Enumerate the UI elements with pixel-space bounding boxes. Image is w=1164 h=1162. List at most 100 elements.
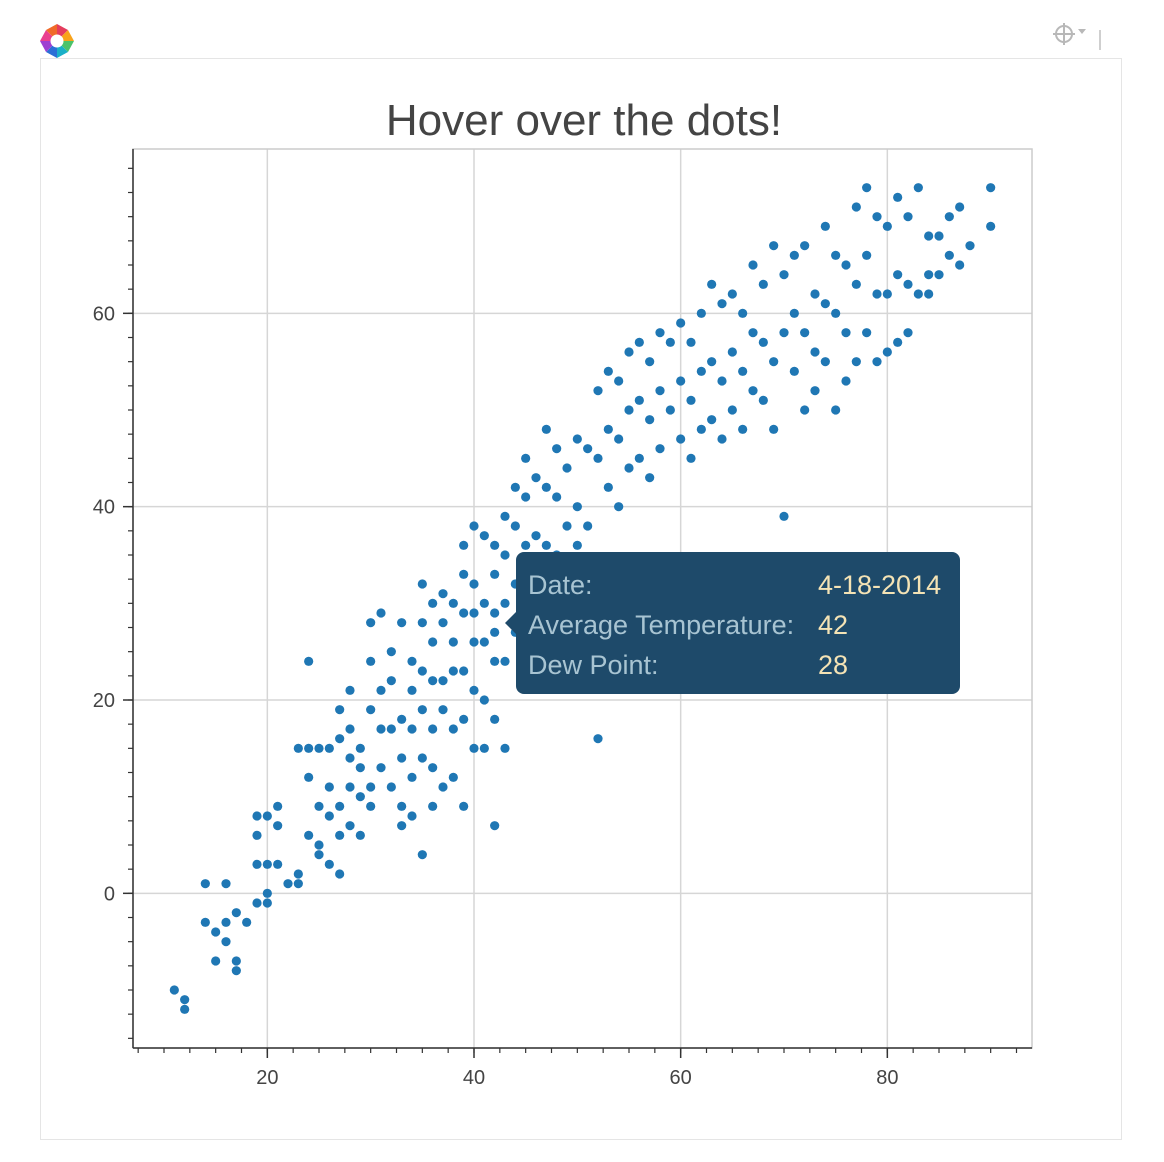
data-point[interactable]: [397, 821, 407, 831]
data-point[interactable]: [531, 531, 541, 541]
data-point[interactable]: [924, 289, 934, 299]
data-point[interactable]: [366, 618, 376, 628]
data-point[interactable]: [324, 859, 334, 869]
data-point[interactable]: [841, 328, 851, 338]
data-point[interactable]: [407, 724, 417, 734]
data-point[interactable]: [924, 231, 934, 241]
data-point[interactable]: [810, 289, 820, 299]
hovered-data-point[interactable]: [469, 608, 479, 618]
data-point[interactable]: [479, 637, 489, 647]
data-point[interactable]: [820, 221, 830, 231]
data-point[interactable]: [459, 569, 469, 579]
data-point[interactable]: [769, 357, 779, 367]
data-point[interactable]: [676, 318, 686, 328]
data-point[interactable]: [335, 705, 345, 715]
data-point[interactable]: [645, 357, 655, 367]
data-point[interactable]: [438, 589, 448, 599]
data-point[interactable]: [407, 811, 417, 821]
data-point[interactable]: [386, 782, 396, 792]
data-point[interactable]: [273, 801, 283, 811]
data-point[interactable]: [500, 743, 510, 753]
data-point[interactable]: [490, 714, 500, 724]
data-point[interactable]: [986, 221, 996, 231]
data-point[interactable]: [283, 879, 293, 889]
data-point[interactable]: [893, 270, 903, 280]
data-point[interactable]: [252, 898, 262, 908]
data-point[interactable]: [386, 647, 396, 657]
data-point[interactable]: [717, 299, 727, 309]
data-point[interactable]: [686, 337, 696, 347]
data-point[interactable]: [676, 376, 686, 386]
data-point[interactable]: [924, 270, 934, 280]
data-point[interactable]: [428, 637, 438, 647]
data-point[interactable]: [717, 434, 727, 444]
data-point[interactable]: [614, 376, 624, 386]
data-point[interactable]: [200, 879, 210, 889]
data-point[interactable]: [211, 956, 221, 966]
data-point[interactable]: [407, 656, 417, 666]
data-point[interactable]: [986, 183, 996, 193]
data-point[interactable]: [655, 328, 665, 338]
data-point[interactable]: [242, 917, 252, 927]
hover-tool-button[interactable]: [1050, 22, 1106, 50]
data-point[interactable]: [893, 337, 903, 347]
data-point[interactable]: [345, 753, 355, 763]
data-point[interactable]: [614, 434, 624, 444]
data-point[interactable]: [469, 685, 479, 695]
data-point[interactable]: [252, 859, 262, 869]
data-point[interactable]: [417, 753, 427, 763]
data-point[interactable]: [490, 569, 500, 579]
data-point[interactable]: [717, 376, 727, 386]
data-point[interactable]: [603, 482, 613, 492]
data-point[interactable]: [438, 705, 448, 715]
data-point[interactable]: [789, 308, 799, 318]
data-point[interactable]: [624, 463, 634, 473]
data-point[interactable]: [221, 879, 231, 889]
data-point[interactable]: [366, 782, 376, 792]
data-point[interactable]: [221, 937, 231, 947]
data-point[interactable]: [438, 782, 448, 792]
data-point[interactable]: [221, 917, 231, 927]
data-point[interactable]: [448, 598, 458, 608]
data-point[interactable]: [335, 801, 345, 811]
data-point[interactable]: [304, 772, 314, 782]
data-point[interactable]: [748, 260, 758, 270]
data-point[interactable]: [552, 492, 562, 502]
data-point[interactable]: [707, 279, 717, 289]
data-point[interactable]: [841, 260, 851, 270]
data-point[interactable]: [541, 482, 551, 492]
data-point[interactable]: [407, 772, 417, 782]
data-point[interactable]: [748, 328, 758, 338]
data-point[interactable]: [800, 328, 810, 338]
data-point[interactable]: [324, 811, 334, 821]
data-point[interactable]: [490, 821, 500, 831]
data-point[interactable]: [490, 540, 500, 550]
data-point[interactable]: [376, 608, 386, 618]
data-point[interactable]: [428, 598, 438, 608]
data-point[interactable]: [965, 241, 975, 251]
data-point[interactable]: [314, 801, 324, 811]
data-point[interactable]: [810, 347, 820, 357]
data-point[interactable]: [314, 743, 324, 753]
data-point[interactable]: [335, 830, 345, 840]
data-point[interactable]: [366, 801, 376, 811]
data-point[interactable]: [593, 453, 603, 463]
data-point[interactable]: [686, 395, 696, 405]
data-point[interactable]: [634, 337, 644, 347]
data-point[interactable]: [851, 357, 861, 367]
data-point[interactable]: [231, 908, 241, 918]
data-point[interactable]: [572, 540, 582, 550]
data-point[interactable]: [862, 250, 872, 260]
data-point[interactable]: [955, 202, 965, 212]
data-point[interactable]: [355, 830, 365, 840]
data-point[interactable]: [397, 618, 407, 628]
data-point[interactable]: [903, 279, 913, 289]
data-point[interactable]: [252, 830, 262, 840]
data-point[interactable]: [304, 830, 314, 840]
data-point[interactable]: [676, 434, 686, 444]
data-point[interactable]: [872, 289, 882, 299]
data-point[interactable]: [180, 995, 190, 1005]
data-point[interactable]: [603, 366, 613, 376]
data-point[interactable]: [293, 743, 303, 753]
data-point[interactable]: [448, 724, 458, 734]
